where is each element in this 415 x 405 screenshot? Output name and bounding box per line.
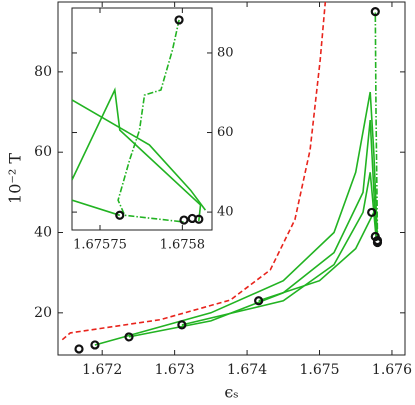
marker (124, 332, 134, 342)
curve (128, 120, 377, 338)
y-tick-label: 80 (34, 64, 52, 80)
y-tick-label: 40 (217, 205, 234, 220)
marker (177, 320, 187, 330)
x-tick-label: 1.672 (82, 362, 122, 378)
curve (94, 91, 379, 346)
curve (72, 199, 121, 217)
curve (181, 172, 377, 326)
y-tick-label: 60 (217, 125, 234, 140)
x-tick-label: 1.676 (372, 362, 412, 378)
y-tick-label: 80 (217, 45, 234, 60)
y-tick-label: 60 (34, 144, 52, 160)
y-axis-label: 10⁻² T (6, 153, 25, 204)
marker (194, 214, 204, 224)
marker (179, 215, 189, 225)
x-tick-label: 1.673 (155, 362, 195, 378)
x-tick-label: 1.674 (227, 362, 267, 378)
marker (90, 340, 100, 350)
marker (370, 7, 380, 17)
marker (367, 207, 377, 218)
marker (115, 210, 125, 220)
curve (72, 87, 202, 222)
plot-area (61, 2, 383, 354)
x-tick-label: 1.675 (299, 362, 339, 378)
curve (374, 11, 379, 241)
y-tick-label: 20 (34, 305, 52, 321)
plot-area (72, 15, 207, 225)
marker (74, 344, 84, 354)
curve (61, 2, 327, 341)
marker (254, 296, 264, 306)
curve (72, 99, 207, 211)
x-tick-label: 1.6758 (160, 238, 206, 253)
curve (258, 212, 375, 302)
y-tick-label: 40 (34, 225, 52, 241)
curve (117, 19, 185, 223)
marker (372, 237, 383, 248)
x-tick-label: 1.67575 (73, 238, 127, 253)
x-axis-label: ϵₛ (224, 383, 238, 402)
marker (174, 15, 184, 25)
